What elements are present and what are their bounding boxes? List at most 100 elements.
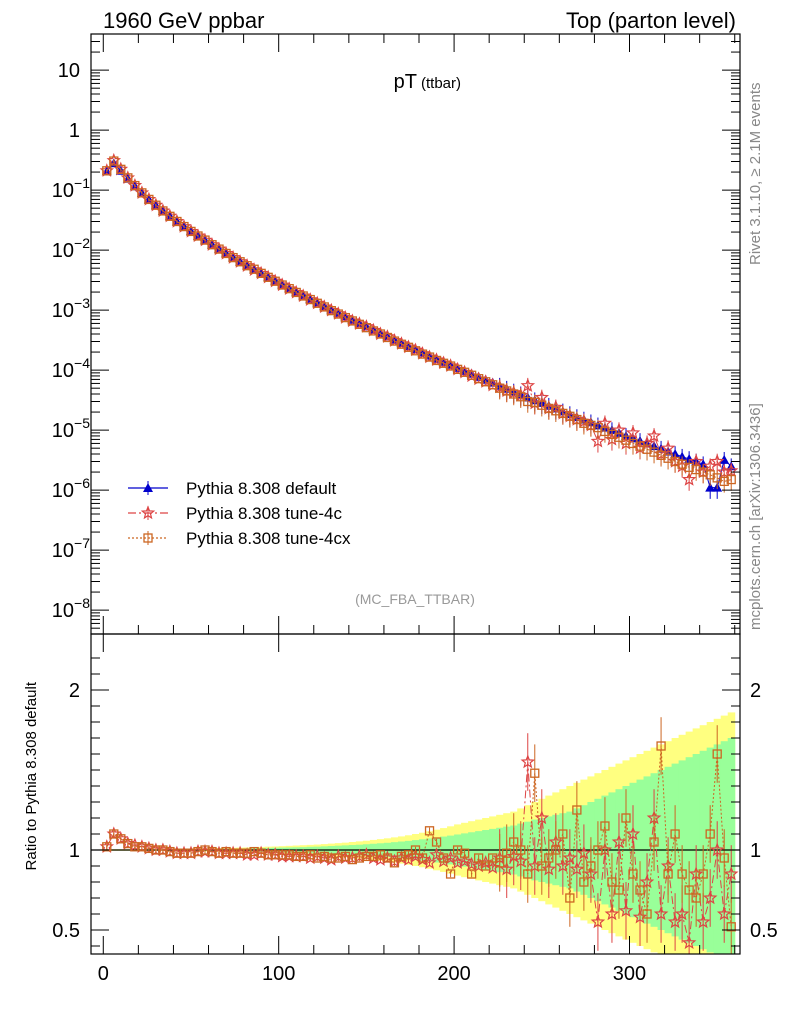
data-point <box>481 377 491 387</box>
ratio-point <box>642 909 652 919</box>
y-tick-label: 10−4 <box>52 355 90 382</box>
data-point <box>579 418 589 428</box>
ratio-point <box>677 869 687 879</box>
data-point <box>158 206 168 216</box>
ratio-point <box>691 893 701 903</box>
ratio-point <box>284 850 294 860</box>
data-point <box>719 476 729 487</box>
data-point <box>642 444 652 454</box>
ratio-point <box>368 851 379 862</box>
legend-marker-1 <box>140 505 156 520</box>
ratio-point <box>705 829 715 839</box>
ratio-point <box>102 842 112 852</box>
ratio-point <box>719 853 729 863</box>
data-point <box>635 441 645 451</box>
data-point <box>396 339 407 349</box>
data-point <box>558 408 568 419</box>
data-point <box>172 216 182 227</box>
analysis-label: (MC_FBA_TTBAR) <box>355 591 475 607</box>
data-point <box>607 429 617 440</box>
data-point <box>590 433 606 448</box>
data-point <box>410 346 421 356</box>
ratio-point <box>424 826 435 836</box>
data-point <box>663 453 673 463</box>
data-point <box>709 453 725 468</box>
ratio-point <box>586 861 596 871</box>
data-point <box>656 450 666 460</box>
ratio-y-tick-label-right: 2 <box>750 680 761 702</box>
ratio-point <box>235 848 245 858</box>
ratio-point <box>382 853 393 863</box>
legend-label-1: Pythia 8.308 tune-4c <box>186 504 342 523</box>
ratio-point <box>555 858 571 873</box>
ratio-point <box>403 850 414 860</box>
ratio-y-tick-label: 1 <box>69 840 80 862</box>
ratio-point <box>445 869 456 879</box>
ratio-point <box>221 846 231 857</box>
data-point <box>130 180 140 191</box>
data-point <box>646 428 662 443</box>
ratio-point <box>207 846 217 857</box>
ratio-y-tick-label: 0.5 <box>52 920 80 942</box>
data-point <box>684 462 694 472</box>
ratio-point <box>109 829 119 839</box>
data-point <box>165 211 175 221</box>
data-point <box>431 355 442 366</box>
ratio-point <box>716 906 732 921</box>
ratio-point <box>151 845 161 855</box>
ratio-point <box>726 922 736 932</box>
ratio-point <box>172 848 182 858</box>
ratio-point <box>670 829 680 839</box>
ratio-point <box>495 858 505 868</box>
data-point <box>719 454 730 464</box>
y-tick-label: 10−3 <box>52 295 90 322</box>
ratio-point <box>158 845 168 855</box>
ratio-point <box>593 845 603 855</box>
data-point <box>705 470 715 480</box>
ratio-point <box>551 845 561 855</box>
ratio-point <box>326 853 336 863</box>
ratio-point <box>263 850 273 860</box>
ratio-point <box>410 845 421 855</box>
ratio-point <box>256 848 266 858</box>
ratio-point <box>242 848 252 858</box>
y-tick-label: 10−2 <box>52 235 90 262</box>
ratio-point <box>340 851 350 862</box>
ratio-point <box>277 850 287 860</box>
data-point <box>116 164 126 174</box>
data-point <box>495 383 505 393</box>
ratio-point <box>628 869 638 879</box>
ratio-point <box>709 842 725 857</box>
ratio-point <box>389 858 400 868</box>
ratio-point <box>607 877 617 887</box>
ratio-point <box>702 890 718 905</box>
ratio-y-tick-label-right: 1 <box>750 840 761 862</box>
ratio-point <box>375 850 386 860</box>
ratio-point <box>459 848 470 858</box>
ratio-point <box>625 826 641 841</box>
ratio-point <box>516 845 526 855</box>
ratio-point <box>200 845 210 855</box>
data-point <box>445 361 456 371</box>
ratio-point <box>144 843 154 854</box>
data-point <box>551 406 561 416</box>
legend-label-2: Pythia 8.308 tune-4cx <box>186 529 351 548</box>
ratio-point <box>354 853 365 863</box>
ratio-point <box>361 851 372 862</box>
ratio-point <box>723 866 739 881</box>
ratio-point <box>695 914 711 929</box>
ratio-point <box>639 874 655 889</box>
ratio-point <box>509 837 519 847</box>
x-tick-label: 300 <box>613 963 646 985</box>
ratio-point <box>502 848 512 858</box>
ratio-point <box>579 877 589 887</box>
ratio-point <box>590 914 606 929</box>
data-point <box>340 312 350 323</box>
plot-title-suffix: (ttbar) <box>421 75 461 92</box>
data-point <box>109 156 119 166</box>
ratio-point <box>193 846 203 857</box>
data-point <box>389 336 400 346</box>
ratio-point <box>137 842 147 852</box>
ratio-point <box>621 813 631 823</box>
data-point <box>600 426 610 437</box>
